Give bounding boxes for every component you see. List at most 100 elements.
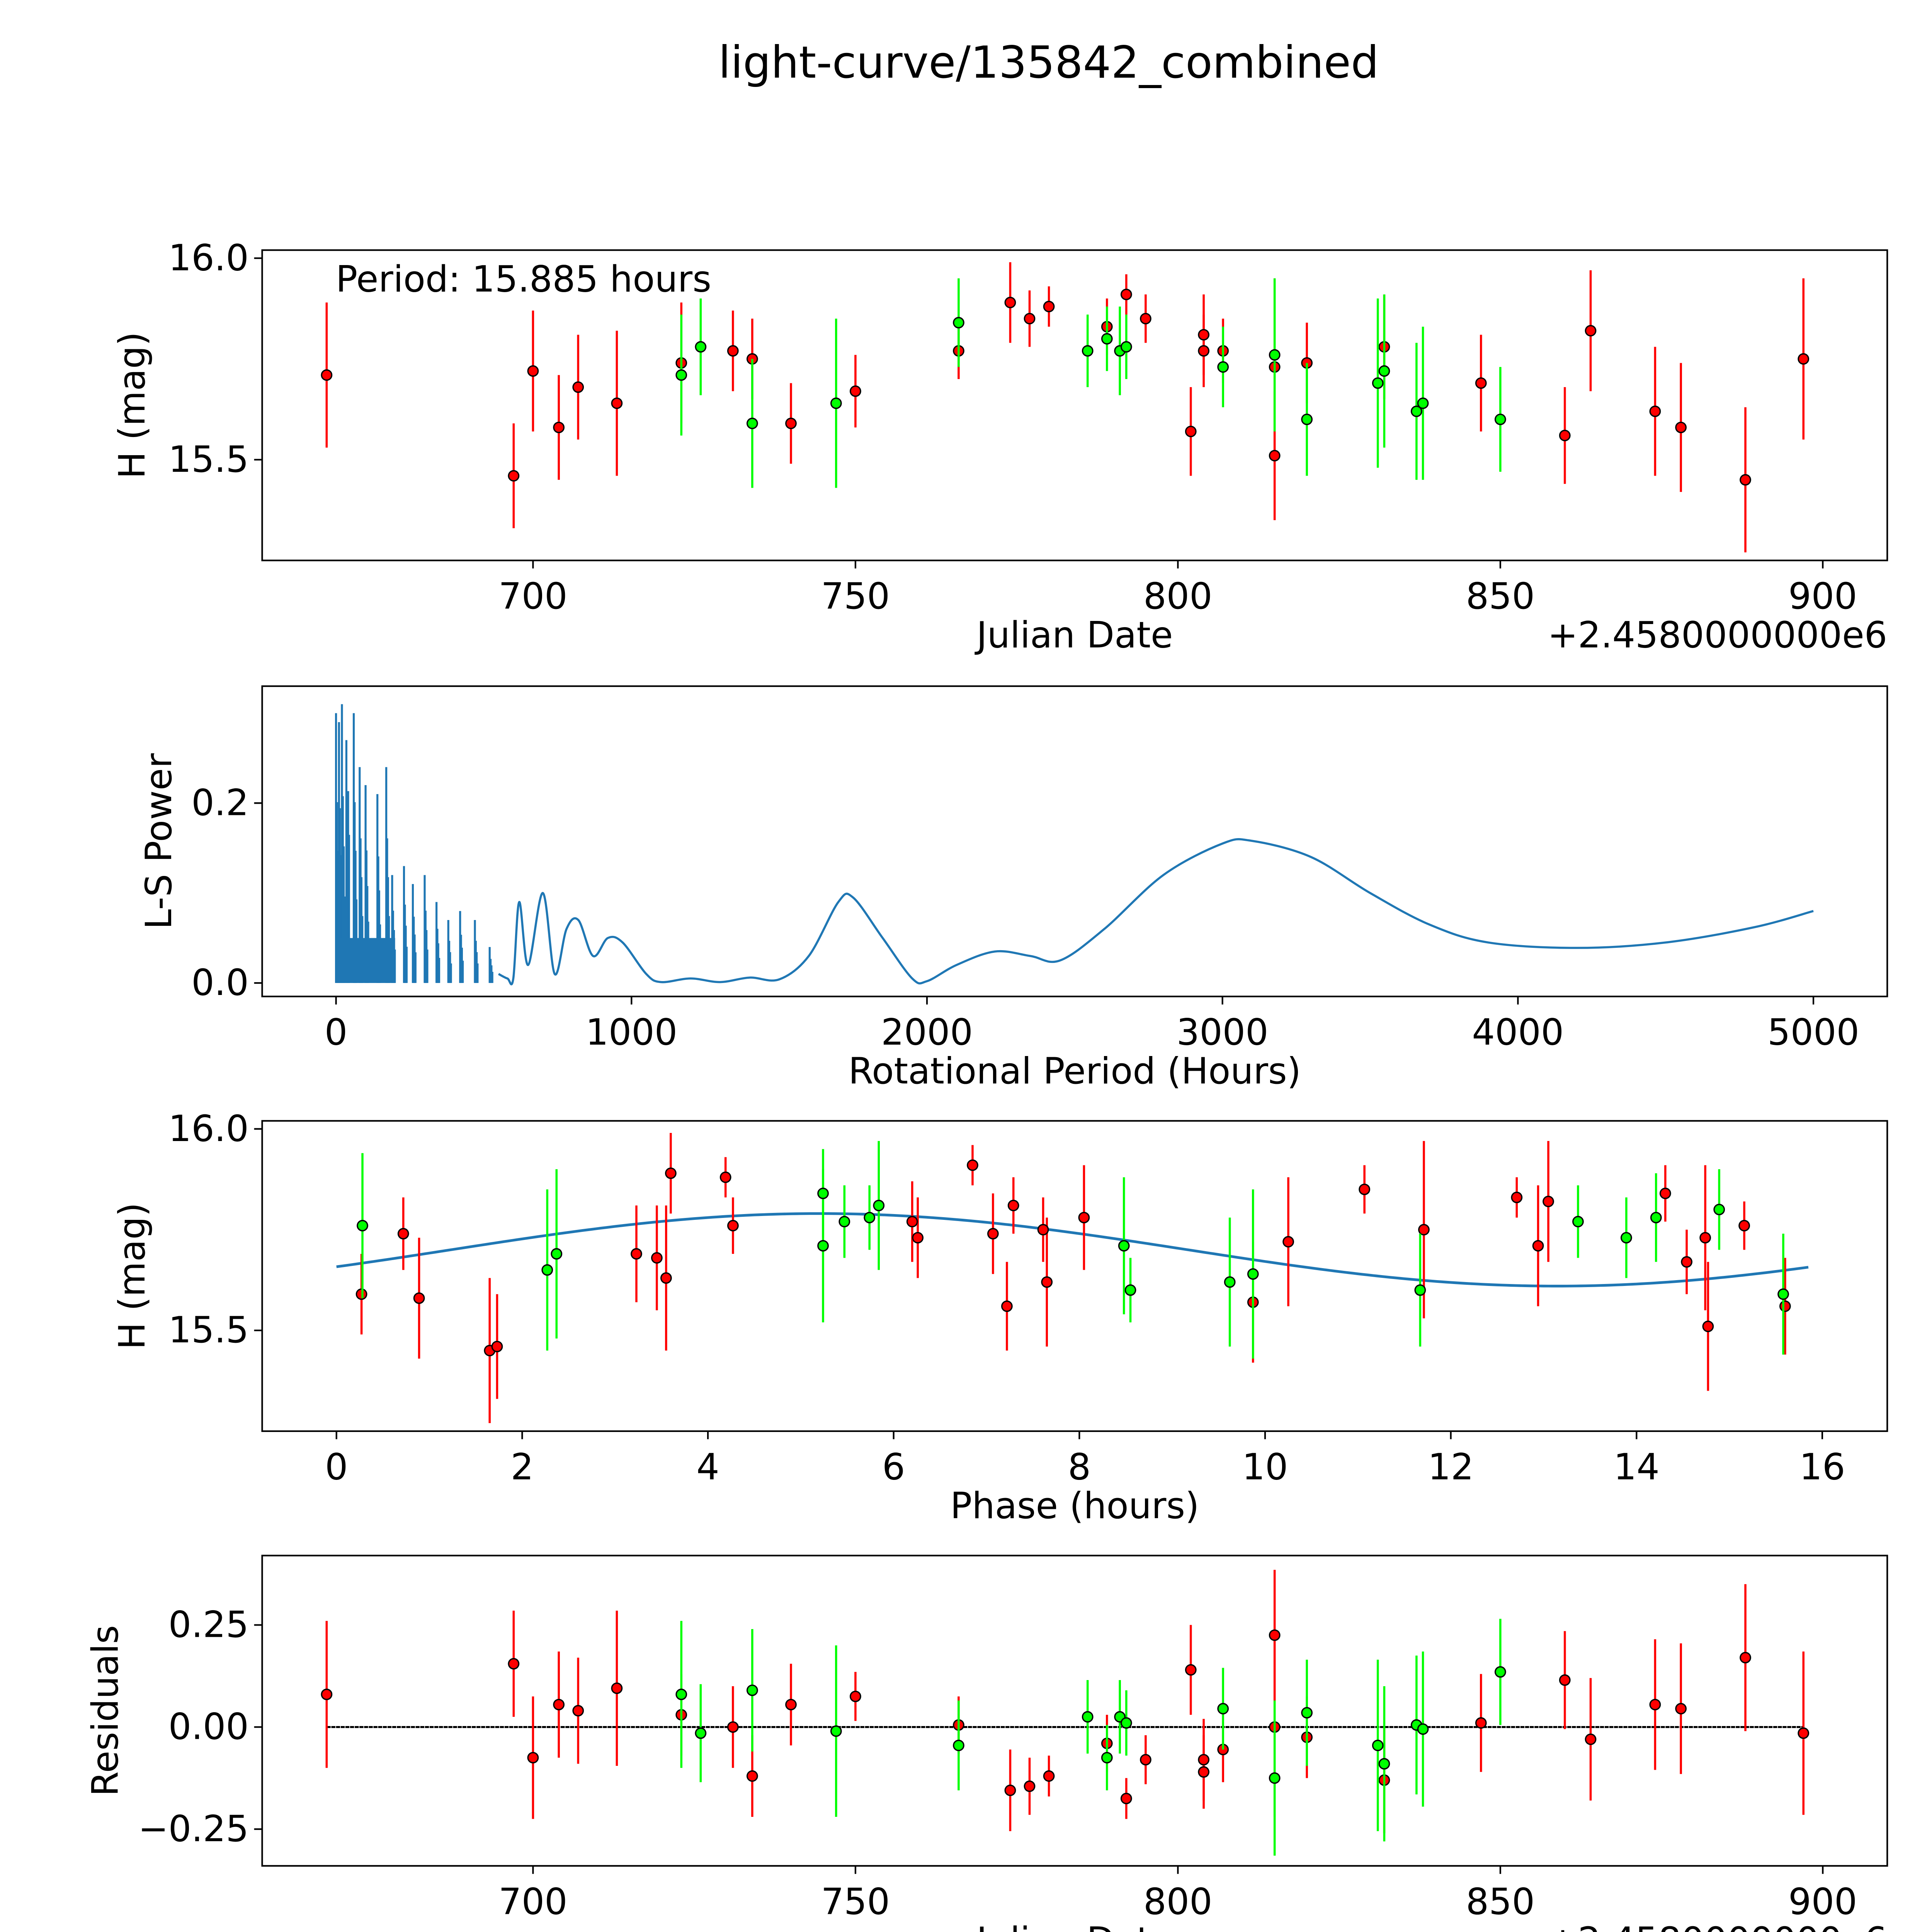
x-tick-label: 900 (1788, 575, 1857, 617)
plot-area (321, 262, 1810, 553)
data-point (1798, 353, 1810, 365)
x-tick-label: 800 (1143, 1881, 1212, 1923)
plot-area (321, 1570, 1810, 1856)
data-point (817, 1187, 829, 1199)
data-point (850, 385, 861, 397)
data-point (1301, 1707, 1313, 1719)
data-point (675, 1689, 687, 1700)
axes-frame (261, 1554, 1888, 1867)
data-point (1198, 329, 1210, 341)
data-point (1675, 422, 1687, 434)
data-point (1140, 1754, 1151, 1765)
x-tick-label: 6 (882, 1446, 905, 1488)
data-point (1185, 1664, 1197, 1676)
data-point (1043, 301, 1055, 313)
data-point (1779, 1300, 1791, 1312)
data-point (1511, 1192, 1523, 1203)
data-point (1269, 1629, 1281, 1641)
x-tick-label: 1000 (585, 1011, 677, 1053)
y-tick-label: −0.25 (138, 1808, 248, 1850)
data-point (864, 1212, 876, 1223)
data-point (631, 1248, 642, 1260)
data-point (1004, 1784, 1016, 1796)
x-tick-label: 16 (1799, 1446, 1845, 1488)
data-point (953, 317, 964, 328)
data-point (1699, 1232, 1711, 1244)
data-point (1301, 413, 1313, 425)
data-point (611, 397, 623, 409)
panel-phased: 0 2 4 6 8 10 12 14 16 15.5 16.0 Phase (hours) H (mag… (111, 1108, 1888, 1527)
data-point (508, 1658, 520, 1670)
data-point (1120, 341, 1132, 353)
data-point (1740, 1652, 1751, 1663)
data-point (1041, 1276, 1053, 1288)
y-tick-label: 15.5 (168, 1309, 249, 1351)
plot-area (335, 704, 1814, 986)
x-axis-label: Rotational Period (Hours) (849, 1050, 1301, 1092)
x-tick-label: 8 (1068, 1446, 1091, 1488)
x-tick-label: 3000 (1177, 1011, 1269, 1053)
data-point (1649, 405, 1661, 417)
data-point (1101, 1752, 1113, 1764)
data-point (873, 1199, 885, 1211)
data-point (1621, 1232, 1632, 1244)
data-point (1675, 1703, 1687, 1714)
data-point (1798, 1727, 1810, 1739)
data-point (1007, 1199, 1019, 1211)
data-point (1004, 297, 1016, 308)
data-point (1024, 1780, 1036, 1792)
periodogram-line (498, 838, 1814, 986)
panel-lightcurve: 700 750 800 850 900 15.5 16.0 Julian Date H (mag… (111, 237, 1888, 656)
data-point (1414, 1284, 1426, 1296)
data-point (572, 1705, 584, 1717)
x-tick-label: 0 (325, 1011, 347, 1053)
data-point (830, 397, 842, 409)
series-green (675, 278, 1506, 488)
data-point (1185, 425, 1197, 437)
y-tick-label: 15.5 (168, 439, 249, 481)
data-point (953, 1740, 964, 1752)
data-point (553, 1699, 565, 1711)
data-point (1475, 377, 1487, 389)
data-point (1418, 1224, 1430, 1236)
series-green (675, 1619, 1506, 1856)
data-point (695, 341, 707, 353)
data-point (572, 381, 584, 393)
data-point (1082, 345, 1094, 357)
data-point (1269, 349, 1281, 361)
data-point (912, 1232, 924, 1244)
data-point (1282, 1236, 1294, 1248)
x-tick-label: 2 (511, 1446, 534, 1488)
data-point (1585, 1733, 1597, 1745)
data-point (1198, 1766, 1210, 1778)
x-tick-label: 10 (1242, 1446, 1288, 1488)
y-axis-label: Residuals (85, 1625, 127, 1796)
data-point (1494, 1666, 1506, 1678)
data-point (1217, 1703, 1229, 1714)
x-tick-label: 800 (1143, 575, 1212, 617)
data-point (527, 1752, 539, 1764)
data-point (413, 1292, 425, 1304)
data-point (1585, 325, 1597, 337)
data-point (551, 1248, 563, 1260)
data-point (1378, 365, 1390, 377)
data-point (1559, 1674, 1571, 1686)
data-point (1037, 1224, 1049, 1236)
period-annotation: Period: 15.885 hours (336, 259, 711, 301)
data-point (1650, 1212, 1662, 1223)
data-point (1269, 1772, 1281, 1784)
x-tick-label: 12 (1428, 1446, 1474, 1488)
plot-area (336, 1133, 1809, 1423)
data-point (1572, 1216, 1584, 1228)
x-tick-label: 4 (696, 1446, 719, 1488)
data-point (1247, 1268, 1259, 1280)
x-tick-label: 2000 (881, 1011, 973, 1053)
data-point (1024, 313, 1036, 325)
axes-frame (261, 1120, 1888, 1432)
data-point (746, 1770, 758, 1782)
data-point (1101, 333, 1113, 345)
data-point (1417, 397, 1429, 409)
data-point (1494, 413, 1506, 425)
